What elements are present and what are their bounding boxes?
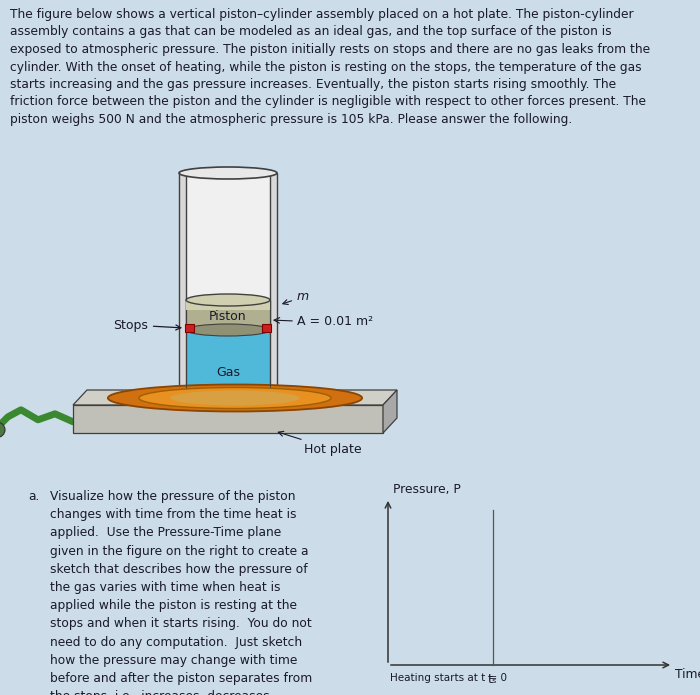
Polygon shape bbox=[383, 390, 397, 433]
Ellipse shape bbox=[170, 391, 300, 405]
Text: Heating starts at t = 0: Heating starts at t = 0 bbox=[390, 673, 507, 683]
Bar bbox=[186, 300, 270, 310]
Text: Gas: Gas bbox=[216, 366, 240, 379]
Ellipse shape bbox=[186, 324, 270, 336]
Ellipse shape bbox=[0, 422, 5, 438]
Ellipse shape bbox=[179, 167, 277, 179]
Text: Hot plate: Hot plate bbox=[279, 432, 362, 456]
Text: Time, t: Time, t bbox=[675, 668, 700, 681]
Text: Stops: Stops bbox=[113, 318, 181, 332]
Bar bbox=[262, 324, 271, 332]
Text: tₛ: tₛ bbox=[488, 673, 497, 686]
Ellipse shape bbox=[108, 384, 362, 411]
Polygon shape bbox=[73, 405, 383, 433]
Text: Pressure, P: Pressure, P bbox=[393, 483, 461, 496]
Ellipse shape bbox=[186, 294, 270, 306]
Text: The figure below shows a vertical piston–cylinder assembly placed on a hot plate: The figure below shows a vertical piston… bbox=[10, 8, 650, 126]
Text: m: m bbox=[283, 291, 309, 304]
Bar bbox=[186, 173, 270, 300]
Ellipse shape bbox=[186, 399, 270, 411]
Bar bbox=[270, 173, 277, 405]
Ellipse shape bbox=[186, 324, 270, 336]
Bar bbox=[185, 324, 194, 332]
Text: Visualize how the pressure of the piston
changes with time from the time heat is: Visualize how the pressure of the piston… bbox=[50, 490, 312, 695]
Polygon shape bbox=[73, 390, 397, 405]
Text: a.: a. bbox=[28, 490, 39, 503]
Text: A = 0.01 m²: A = 0.01 m² bbox=[297, 315, 373, 328]
Bar bbox=[186, 330, 270, 405]
Bar bbox=[186, 300, 270, 330]
Text: Piston: Piston bbox=[209, 310, 247, 323]
Bar bbox=[179, 173, 186, 405]
Ellipse shape bbox=[139, 388, 331, 409]
